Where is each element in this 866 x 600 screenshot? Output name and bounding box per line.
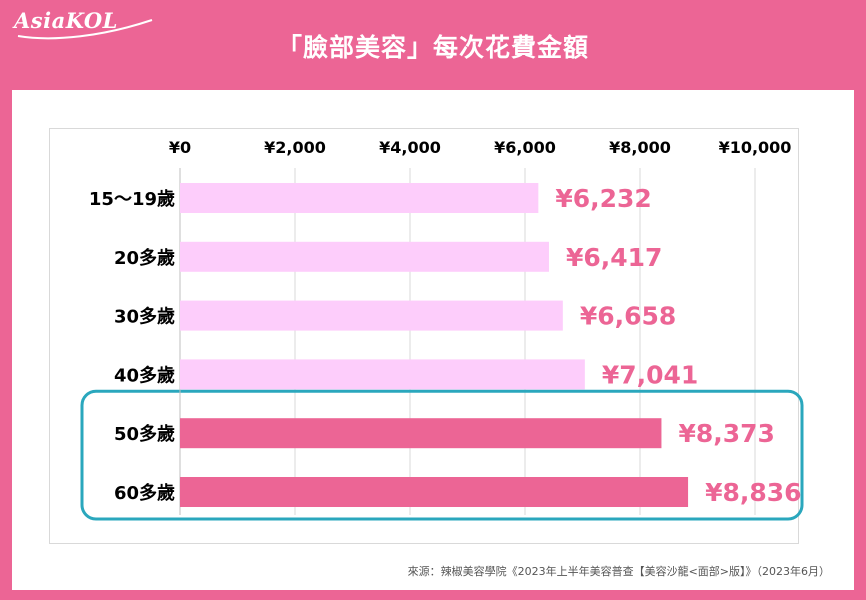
- x-tick-label: ¥0: [169, 138, 191, 157]
- logo-swoosh-icon: [17, 19, 153, 40]
- bar: [180, 359, 585, 390]
- source-note: 來源：辣椒美容學院《2023年上半年美容普查【美容沙龍<面部>版】》（2023年…: [407, 565, 830, 578]
- x-tick-label: ¥8,000: [609, 138, 671, 157]
- x-tick-label: ¥2,000: [264, 138, 326, 157]
- logo-text: AsiaKOL: [14, 8, 118, 33]
- data-label: ¥7,041: [602, 360, 698, 389]
- highlight-box: [80, 389, 804, 521]
- bar: [180, 418, 662, 449]
- plot-area-border: [49, 128, 799, 544]
- bar: [180, 300, 563, 331]
- data-label: ¥6,232: [555, 184, 651, 213]
- category-label: 20多歲: [114, 247, 175, 269]
- category-label: 30多歲: [114, 306, 175, 328]
- bar: [180, 183, 539, 213]
- category-label: 15～19歲: [89, 188, 175, 210]
- data-label: ¥6,658: [580, 302, 676, 331]
- bar: [180, 477, 689, 507]
- category-label: 40多歲: [114, 364, 175, 386]
- category-label: 50多歲: [114, 423, 175, 445]
- x-tick-label: ¥4,000: [379, 138, 441, 157]
- page-title: 「臉部美容」每次花費金額: [276, 33, 589, 62]
- x-tick-label: ¥6,000: [494, 138, 556, 157]
- brand-logo: AsiaKOL: [14, 6, 154, 40]
- data-label: ¥6,417: [566, 243, 662, 272]
- data-label: ¥8,836: [705, 478, 801, 507]
- bar: [180, 241, 549, 272]
- data-label: ¥8,373: [678, 419, 774, 448]
- category-label: 60多歲: [114, 482, 175, 504]
- x-tick-label: ¥10,000: [719, 138, 792, 157]
